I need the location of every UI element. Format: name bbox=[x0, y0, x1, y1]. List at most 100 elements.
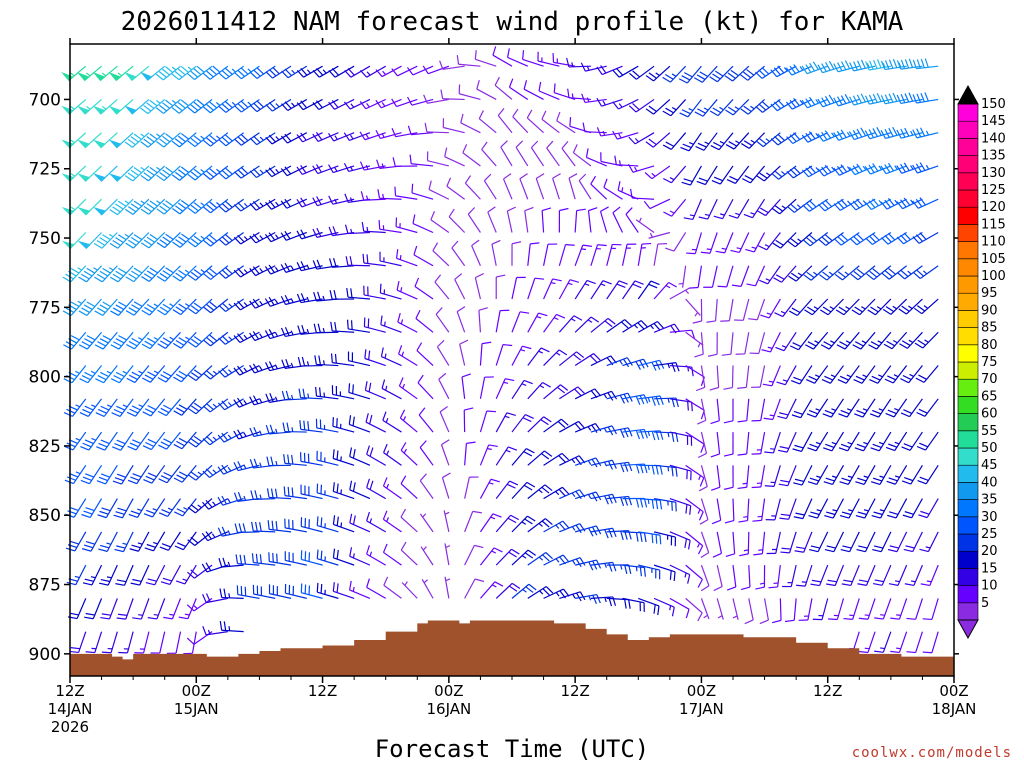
wind-barb bbox=[111, 431, 134, 451]
wind-barb bbox=[637, 242, 652, 266]
barb-full bbox=[912, 129, 918, 139]
barb-full bbox=[146, 270, 156, 277]
barb-full bbox=[900, 163, 906, 173]
colorbar-swatch bbox=[957, 327, 979, 346]
barb-full bbox=[478, 110, 484, 119]
wind-barb bbox=[464, 578, 485, 599]
barb-full bbox=[280, 135, 288, 144]
colorbar-swatch bbox=[957, 138, 979, 156]
barb-half bbox=[183, 507, 188, 511]
barb-full bbox=[312, 69, 320, 78]
barb-full bbox=[896, 236, 904, 245]
barb-staff bbox=[744, 332, 750, 355]
barb-full bbox=[221, 335, 230, 343]
barb-half bbox=[153, 336, 159, 341]
barb-full bbox=[508, 585, 518, 592]
barb-full bbox=[781, 547, 791, 550]
barb-staff bbox=[428, 189, 450, 200]
wind-barb bbox=[332, 417, 355, 433]
barb-half bbox=[647, 499, 650, 504]
barb-full bbox=[696, 74, 706, 80]
barb-full bbox=[140, 141, 149, 148]
colorbar-swatch bbox=[957, 396, 979, 414]
barb-full bbox=[694, 353, 704, 358]
wind-barb bbox=[300, 583, 323, 599]
barb-full bbox=[206, 204, 215, 211]
barb-half bbox=[587, 494, 592, 499]
colorbar-swatch bbox=[957, 275, 979, 294]
barb-full bbox=[133, 301, 143, 307]
barb-full bbox=[809, 62, 816, 72]
colorbar-label: 100 bbox=[981, 269, 1006, 284]
barb-staff bbox=[426, 131, 449, 134]
barb-full bbox=[889, 511, 899, 515]
wind-barb bbox=[843, 598, 860, 620]
barb-full bbox=[884, 164, 891, 173]
wind-barb bbox=[463, 407, 474, 433]
barb-full bbox=[112, 240, 121, 246]
barb-half bbox=[671, 73, 677, 77]
wind-barb bbox=[903, 531, 923, 553]
barb-full bbox=[657, 321, 665, 329]
barb-full bbox=[456, 55, 460, 65]
wind-barb bbox=[552, 173, 561, 200]
barb-full bbox=[133, 133, 142, 140]
wind-barb bbox=[740, 565, 751, 591]
barb-full bbox=[568, 173, 578, 179]
barb-full bbox=[131, 337, 141, 344]
barb-full bbox=[116, 473, 127, 478]
barb-full bbox=[673, 571, 676, 582]
barb-full bbox=[651, 431, 656, 441]
barb-full bbox=[193, 135, 202, 142]
wind-barb bbox=[606, 461, 633, 473]
barb-full bbox=[872, 59, 878, 69]
barb-full bbox=[143, 104, 152, 112]
wind-barb bbox=[147, 598, 166, 620]
barb-full bbox=[731, 284, 742, 287]
barb-full bbox=[903, 232, 911, 241]
wind-barb bbox=[366, 511, 387, 533]
barb-full bbox=[240, 67, 249, 75]
barb-full bbox=[779, 517, 789, 520]
barb-full bbox=[70, 301, 80, 307]
wind-barb bbox=[872, 564, 892, 586]
barb-full bbox=[743, 105, 752, 113]
wind-barb bbox=[435, 307, 450, 333]
barb-full bbox=[193, 168, 202, 176]
barb-full bbox=[668, 281, 677, 288]
barb-half bbox=[138, 614, 143, 616]
barb-half bbox=[138, 370, 143, 374]
wind-barb bbox=[93, 198, 118, 216]
barb-full bbox=[100, 405, 110, 411]
barb-full bbox=[448, 208, 455, 218]
wind-barb bbox=[916, 398, 939, 417]
wind-barb bbox=[887, 498, 908, 519]
wind-barb bbox=[330, 353, 355, 367]
barb-full bbox=[268, 69, 277, 77]
barb-full bbox=[888, 267, 896, 275]
barb-staff bbox=[442, 65, 465, 70]
barb-full bbox=[659, 500, 663, 510]
barb-full bbox=[870, 481, 881, 486]
barb-half bbox=[584, 283, 590, 286]
barb-full bbox=[171, 73, 180, 81]
wind-barb bbox=[313, 323, 339, 334]
barb-full bbox=[755, 105, 763, 113]
barb-staff bbox=[451, 247, 466, 267]
wind-barb bbox=[572, 144, 592, 167]
barb-full bbox=[526, 109, 533, 119]
barb-full bbox=[726, 179, 736, 184]
barb-full bbox=[839, 481, 849, 486]
barb-full bbox=[774, 312, 784, 318]
barb-full bbox=[789, 99, 797, 108]
barb-full bbox=[112, 273, 122, 280]
barb-half bbox=[491, 584, 497, 588]
barb-half bbox=[322, 327, 325, 333]
barb-half bbox=[734, 106, 740, 110]
barb-half bbox=[137, 508, 142, 512]
barb-full bbox=[542, 381, 551, 388]
wind-barb bbox=[145, 564, 166, 586]
barb-half bbox=[538, 522, 543, 527]
barb-half bbox=[877, 340, 883, 344]
barb-full bbox=[163, 438, 172, 444]
